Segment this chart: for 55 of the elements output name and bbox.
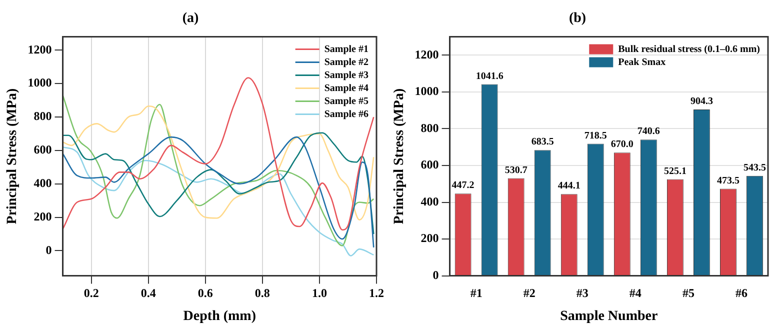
data-label: 543.5	[743, 162, 766, 174]
legend-label: Sample #5	[324, 96, 368, 107]
data-label: 447.2	[452, 180, 474, 192]
data-label: 683.5	[531, 136, 554, 148]
data-label: 904.3	[690, 96, 713, 108]
x-tick-label: #5	[682, 286, 694, 300]
y-axis-title: Principal Stress (MPa)	[392, 88, 408, 224]
x-tick-label: #2	[523, 286, 536, 300]
data-label: 740.6	[637, 126, 660, 138]
chart-title: (a)	[182, 11, 199, 26]
x-tick-label: 1.2	[369, 286, 384, 300]
y-tick-label: 800	[34, 109, 52, 124]
line-series	[62, 94, 374, 246]
legend-label: Bulk residual stress (0.1–0.6 mm)	[618, 44, 760, 55]
y-axis-title: Principal Stress (MPa)	[5, 88, 20, 224]
y-tick-label: 600	[34, 142, 52, 157]
x-tick-label: #1	[470, 286, 482, 300]
y-tick-label: 1200	[414, 47, 439, 62]
data-label: 670.0	[610, 139, 634, 150]
x-tick-label: #3	[576, 286, 588, 300]
y-tick-label: 200	[420, 231, 439, 246]
y-tick-label: 600	[420, 158, 439, 172]
y-tick-label: 1000	[28, 76, 52, 90]
y-tick-label: 400	[420, 194, 439, 208]
data-label: 718.5	[584, 130, 607, 142]
x-axis-title: Sample Number	[560, 309, 658, 324]
y-tick-label: 400	[34, 176, 52, 190]
data-label: 473.5	[716, 175, 740, 186]
legend-label: Sample #1	[324, 44, 368, 55]
y-tick-label: 800	[420, 120, 439, 135]
y-tick-label: 0	[46, 242, 52, 257]
line-series	[62, 106, 374, 220]
x-axis-title: Depth (mm)	[183, 309, 256, 324]
chart-title: (b)	[568, 11, 586, 26]
y-tick-label: 0	[432, 268, 439, 282]
x-tick-label: 1.0	[312, 286, 327, 300]
y-tick-label: 1200	[28, 42, 52, 56]
data-label: 525.1	[664, 166, 686, 177]
legend-label: Sample #4	[324, 82, 368, 94]
legend-label: Sample #2	[324, 56, 368, 68]
legend-label: Peak Smax	[618, 56, 666, 68]
data-label: 1041.6	[476, 70, 504, 82]
x-tick-label: 0.8	[254, 286, 270, 300]
x-tick-label: #6	[735, 286, 748, 300]
x-tick-label: 0.4	[140, 286, 156, 300]
legend-label: Sample #6	[324, 108, 368, 120]
y-tick-label: 1000	[414, 84, 439, 98]
line-series	[62, 132, 374, 235]
x-tick-label: 0.2	[84, 286, 99, 300]
data-label: 444.1	[558, 180, 580, 192]
x-tick-label: #4	[629, 286, 642, 300]
legend-label: Sample #3	[324, 70, 368, 81]
data-label: 530.7	[504, 164, 528, 176]
x-tick-label: 0.6	[198, 286, 213, 300]
y-tick-label: 200	[34, 209, 52, 224]
